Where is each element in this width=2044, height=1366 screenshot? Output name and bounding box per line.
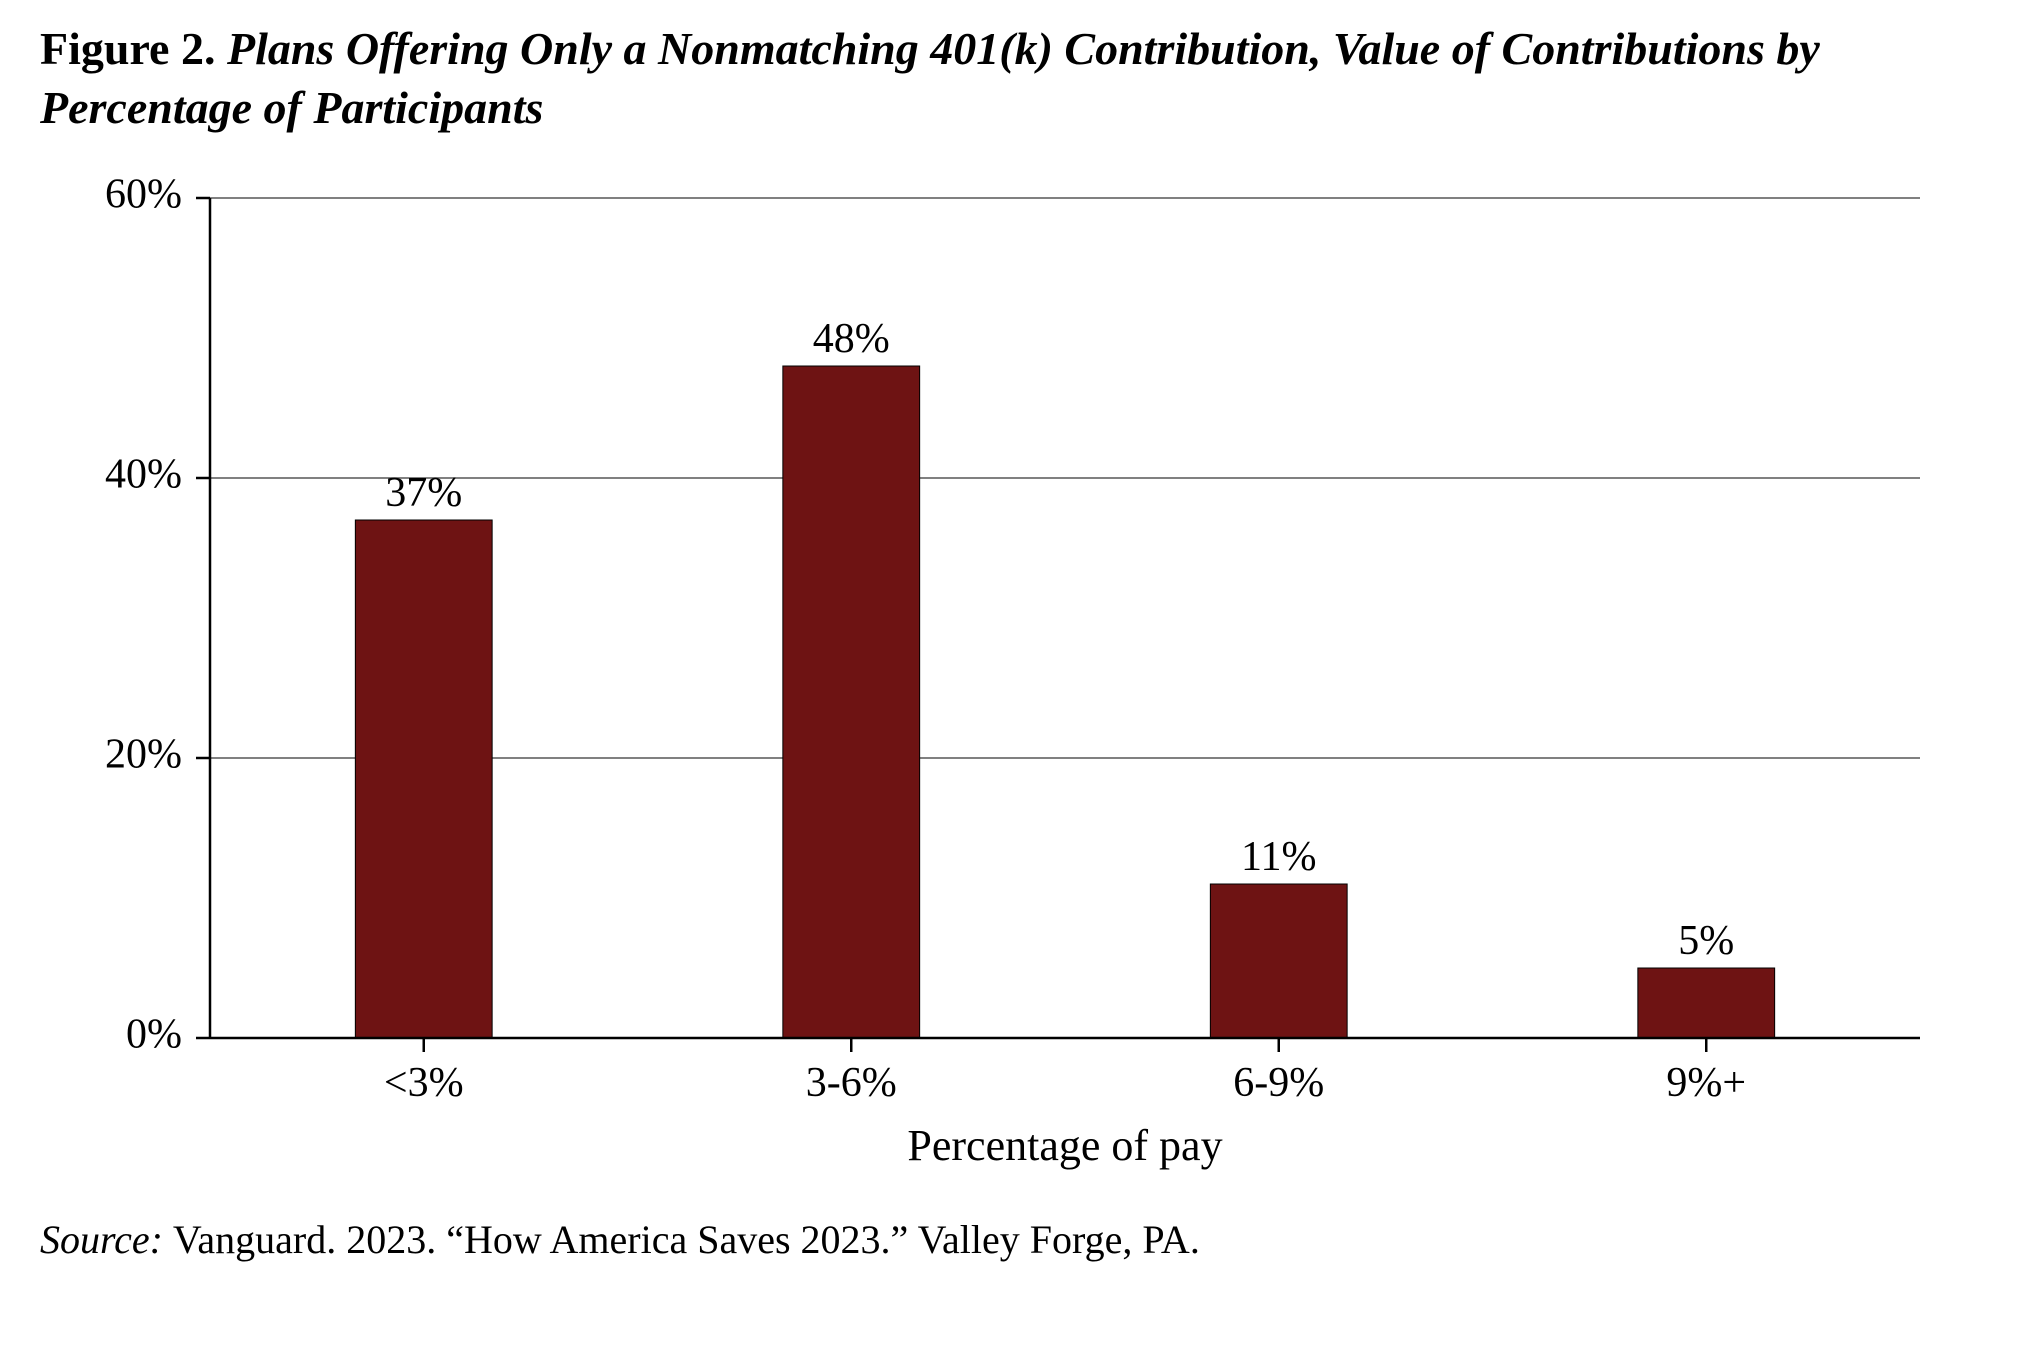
bar-value-label: 5% [1678,918,1734,964]
bar [1210,884,1347,1038]
x-tick-label: 9%+ [1666,1060,1746,1106]
x-tick-label: 6-9% [1233,1060,1324,1106]
x-axis-title: Percentage of pay [907,1121,1222,1170]
bar [1638,968,1775,1038]
source-line: Source: Vanguard. 2023. “How America Sav… [40,1216,2004,1263]
bar-chart: 0% 20% 40% 60% 37% <3% 48% 3-6% 11% 6-9% 5% 9%+ Perc… [60,168,1940,1178]
source-text: Vanguard. 2023. “How America Saves 2023.… [173,1217,1200,1262]
x-tick-label: <3% [384,1060,464,1106]
chart-container: 0% 20% 40% 60% 37% <3% 48% 3-6% 11% 6-9% 5% 9%+ Perc… [60,168,2004,1178]
source-label: Source: [40,1217,173,1262]
bar-value-label: 48% [813,316,890,362]
bar [783,366,920,1038]
bar-value-label: 37% [385,470,462,516]
bar-value-label: 11% [1241,834,1316,880]
y-tick-label: 0% [126,1011,182,1057]
figure-title-text: Plans Offering Only a Nonmatching 401(k)… [40,23,1820,133]
figure-title: Figure 2. Plans Offering Only a Nonmatch… [40,20,2004,138]
bar [355,520,492,1038]
y-tick-label: 40% [105,451,182,497]
x-tick-label: 3-6% [806,1060,897,1106]
figure-number: Figure 2. [40,23,227,74]
figure-page: Figure 2. Plans Offering Only a Nonmatch… [0,0,2044,1366]
y-tick-label: 60% [105,171,182,217]
y-tick-label: 20% [105,731,182,777]
